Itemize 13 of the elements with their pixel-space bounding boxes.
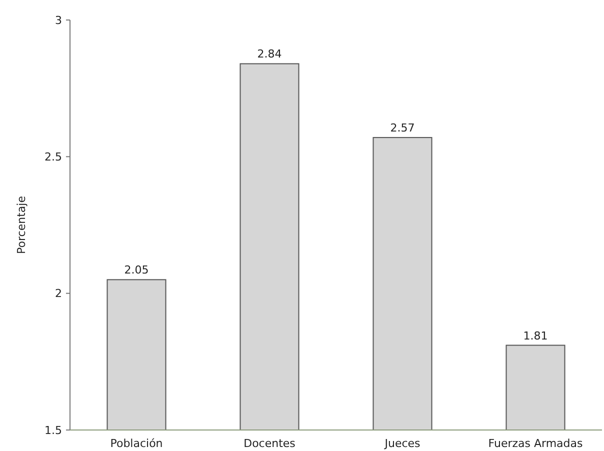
y-tick-label: 2.5 xyxy=(44,150,62,164)
data-label: 2.57 xyxy=(390,122,415,135)
data-label: 1.81 xyxy=(523,329,548,342)
y-tick-label: 2 xyxy=(55,287,62,300)
y-tick-label: 3 xyxy=(55,14,62,27)
x-tick-label: Docentes xyxy=(244,437,296,450)
y-tick-label: 1.5 xyxy=(44,424,62,437)
x-tick-label: Fuerzas Armadas xyxy=(488,437,584,450)
data-label: 2.84 xyxy=(257,48,282,61)
x-tick-label: Jueces xyxy=(384,437,421,450)
x-tick-label: Población xyxy=(110,437,163,450)
y-axis-title: Porcentaje xyxy=(15,196,28,254)
data-label: 2.05 xyxy=(124,264,149,277)
